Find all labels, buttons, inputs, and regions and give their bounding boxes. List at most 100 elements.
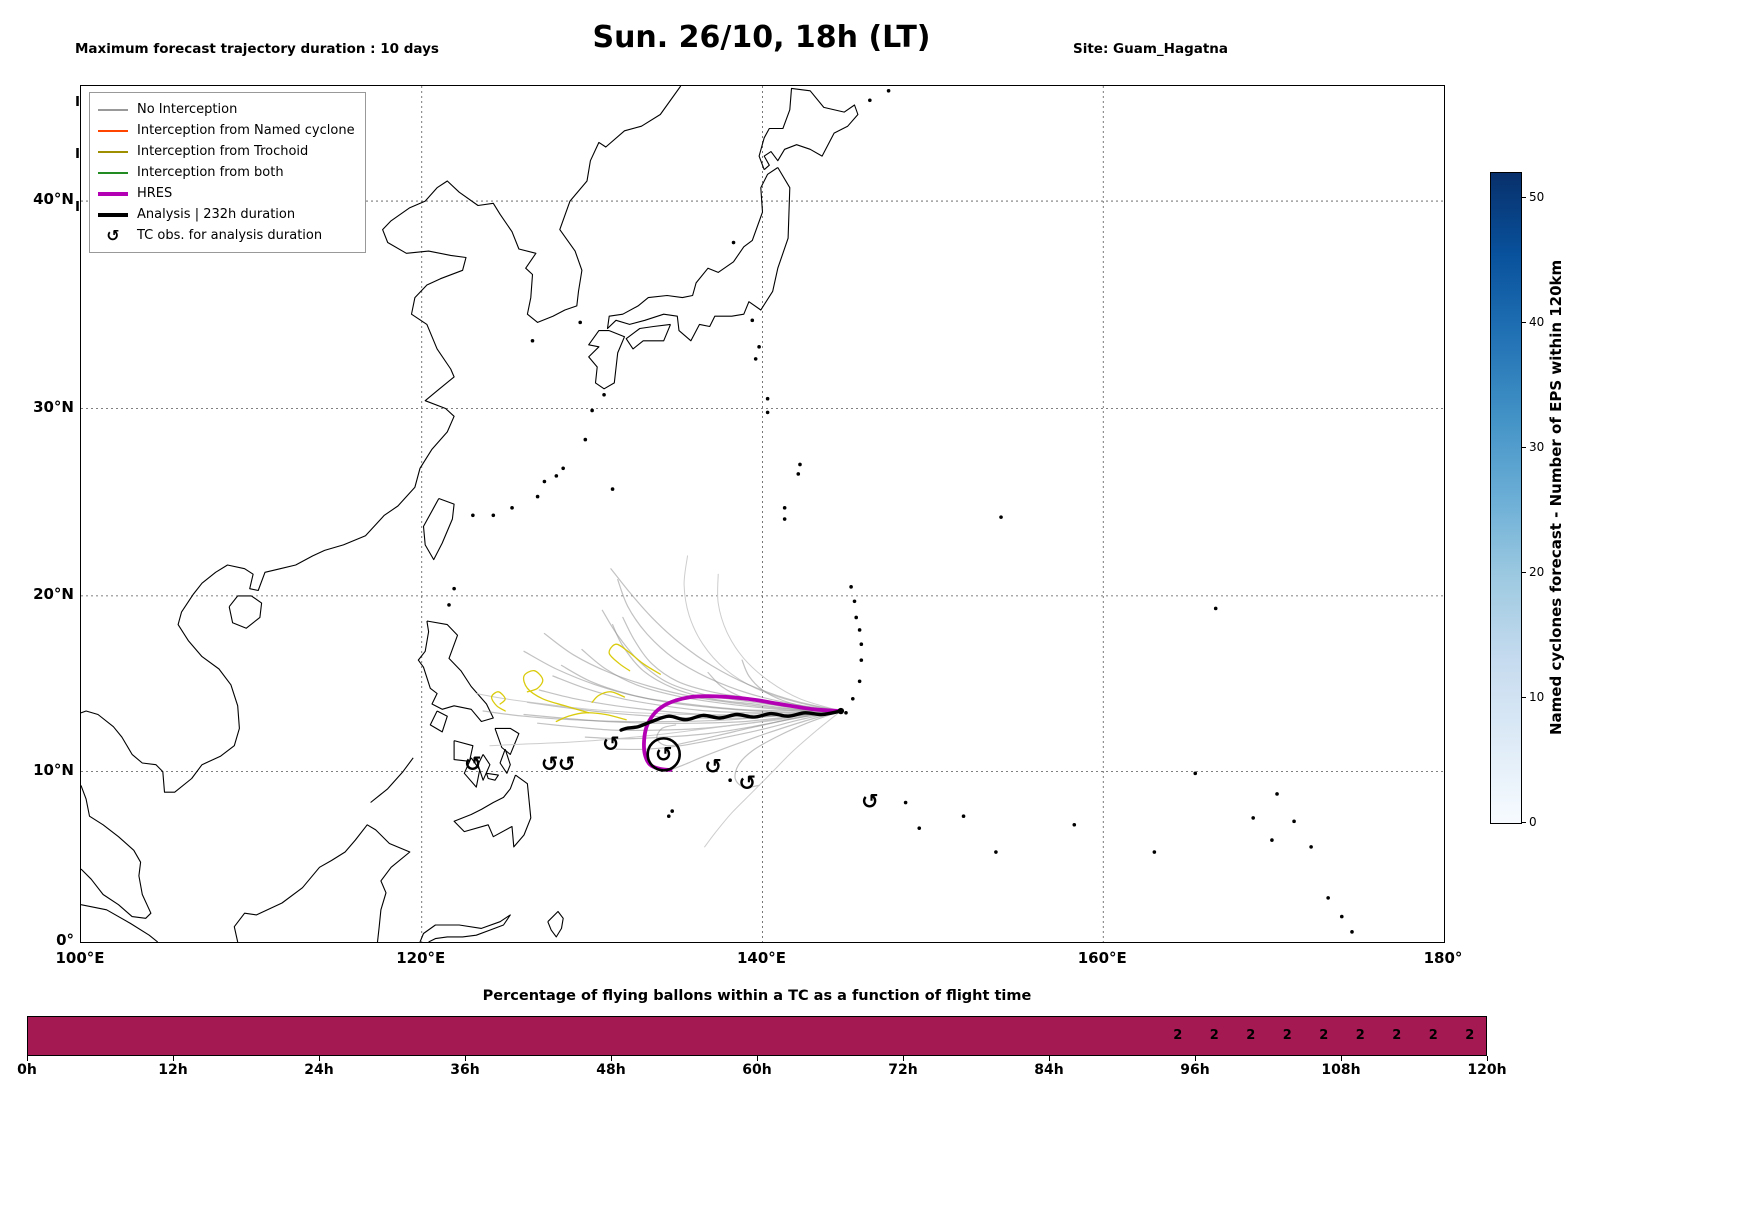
coastline (417, 620, 494, 723)
island-dot (857, 628, 862, 632)
island-dot (1251, 816, 1255, 820)
lon-tick-label: 160°E (1077, 949, 1127, 967)
island-dot (491, 513, 496, 518)
legend-item: Analysis | 232h duration (98, 204, 355, 225)
island-dot (753, 357, 758, 361)
flight-time-tick-label: 48h (596, 1062, 626, 1078)
tc-cyclone-icon: ↺ (106, 225, 120, 245)
island-dot (903, 800, 908, 805)
legend-line-swatch (98, 129, 128, 132)
coastline (228, 595, 263, 629)
lat-tick-label: 30°N (33, 397, 74, 416)
flight-time-tick-mark (27, 1056, 28, 1061)
coastline (81, 785, 152, 919)
legend-item: ↺ TC obs. for analysis duration (98, 225, 355, 246)
site-info-line: Site: Guam_Hagatna (1073, 41, 1229, 57)
flight-time-tick-label: 108h (1321, 1062, 1361, 1078)
lon-tick-label: 140°E (736, 949, 787, 967)
eps-track (704, 710, 842, 848)
lat-tick-label: 10°N (33, 760, 74, 779)
island-dot (1213, 606, 1218, 611)
eps-track (489, 710, 842, 747)
island-dot (561, 466, 565, 471)
map-legend: No Interception Interception from Named c… (89, 92, 366, 253)
island-dot (782, 517, 787, 521)
flight-time-tick-label: 84h (1034, 1062, 1064, 1078)
eps-track (543, 632, 842, 712)
flight-time-tick-label: 12h (158, 1062, 188, 1078)
bar-cell-value: 2 (1173, 1028, 1183, 1043)
coastline (233, 824, 411, 942)
bar-cell-value: 2 (1319, 1028, 1329, 1043)
lat-tick-label: 40°N (33, 190, 74, 209)
coastline (477, 754, 491, 781)
legend-line-swatch (98, 108, 128, 111)
coastline (485, 772, 499, 781)
tc-obs-markers: ↺ ↺ ↺↺ ↺↺↺↺ (464, 732, 879, 814)
coastline (422, 497, 455, 561)
island-dot (1072, 822, 1077, 827)
island-dot (765, 410, 770, 415)
coastline (499, 749, 511, 774)
island-dot (1309, 845, 1313, 849)
trochoid-track (555, 712, 627, 723)
flight-time-tick-mark (465, 1056, 466, 1061)
island-dot (859, 658, 864, 662)
bar-cell-value: 2 (1392, 1028, 1402, 1043)
eps-track (656, 710, 842, 747)
coastlines (81, 86, 1354, 942)
flight-time-tick-mark (1195, 1056, 1196, 1061)
tc-cyclone-icon: ↺ (704, 754, 722, 778)
island-dot (1152, 850, 1157, 854)
legend-item-label: Interception from both (137, 165, 284, 180)
coastline (370, 757, 414, 803)
figure-title: Sun. 26/10, 18h (LT) (592, 20, 931, 55)
map-grid (81, 86, 1444, 942)
island-dot (994, 850, 998, 854)
eps-track (615, 710, 842, 751)
flight-time-tick-mark (611, 1056, 612, 1061)
bar-cell-value: 2 (1428, 1028, 1438, 1043)
flight-time-tick-mark (1049, 1056, 1050, 1061)
island-dot (554, 474, 559, 478)
island-dot (999, 515, 1003, 519)
tc-obs-circle (646, 737, 681, 772)
coastline (463, 757, 481, 788)
island-dot (796, 472, 801, 476)
trochoid-tracks (490, 643, 661, 723)
colorbar-tick-mark (1521, 822, 1526, 823)
bar-cell-value: 2 (1246, 1028, 1256, 1043)
island-dot (1339, 914, 1344, 919)
coastline (429, 710, 448, 733)
flight-time-tick-label: 120h (1467, 1062, 1507, 1078)
flight-time-tick-mark (319, 1056, 320, 1061)
forecast-param-line: Maximum forecast trajectory duration : 1… (75, 41, 439, 57)
coastline (547, 910, 564, 938)
tc-cyclone-icon: ↺ (861, 790, 879, 814)
flight-time-tick-label: 72h (888, 1062, 918, 1078)
coastline (494, 727, 520, 755)
eps-track (734, 710, 842, 788)
bar-cell-value: 2 (1282, 1028, 1292, 1043)
eps-track (610, 568, 842, 712)
island-dot (510, 506, 514, 510)
island-dot (590, 408, 594, 413)
eps-track (669, 710, 842, 771)
flight-time-tick-mark (1487, 1056, 1488, 1061)
map-canvas: ↺ ↺ ↺↺ ↺↺↺↺ (81, 86, 1444, 942)
legend-line-swatch (98, 171, 128, 174)
island-dot (583, 437, 588, 442)
balloon-bar-title: Percentage of flying ballons within a TC… (482, 988, 1032, 1004)
trochoid-track (522, 669, 590, 714)
tc-cyclone-icon: ↺ (541, 752, 559, 776)
colorbar-tick-mark (1521, 322, 1526, 323)
colorbar-tick-label: 40 (1529, 315, 1545, 329)
lon-tick-label: 120°E (396, 949, 446, 967)
coastline (625, 323, 672, 350)
colorbar-tick-mark (1521, 197, 1526, 198)
coastline (419, 914, 511, 942)
legend-item: No Interception (98, 99, 355, 120)
colorbar-tick-label: 30 (1529, 440, 1545, 454)
legend-item-label: TC obs. for analysis duration (137, 228, 323, 243)
